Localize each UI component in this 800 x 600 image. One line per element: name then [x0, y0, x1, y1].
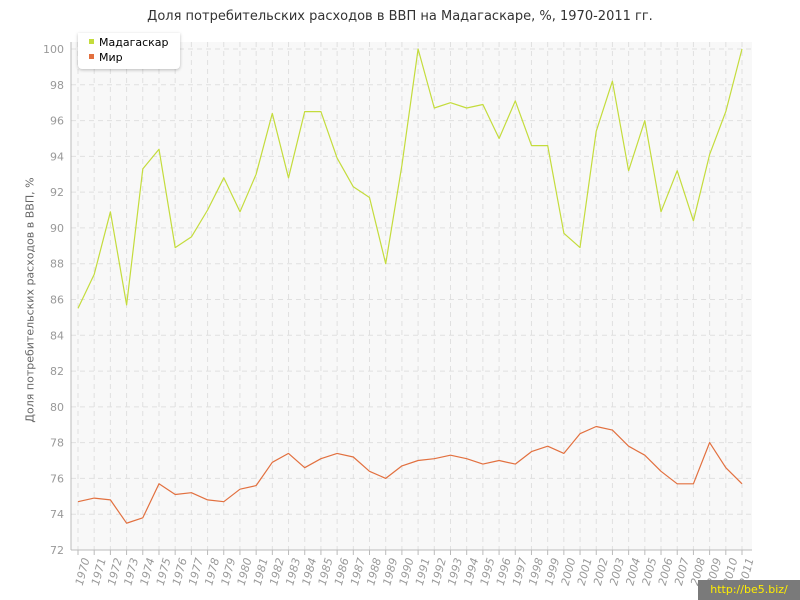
y-tick-label: 92: [50, 186, 64, 199]
legend-label-madagascar: Мадагаскар: [99, 36, 169, 49]
legend-item-madagascar[interactable]: Мадагаскар: [89, 36, 169, 50]
y-tick-label: 90: [50, 222, 64, 235]
y-tick-label: 88: [50, 258, 64, 271]
y-tick-label: 84: [50, 329, 64, 342]
y-tick-label: 72: [50, 544, 64, 557]
y-tick-label: 80: [50, 401, 64, 414]
legend-swatch-world: [89, 54, 94, 59]
legend-swatch-madagascar: [89, 39, 94, 44]
y-tick-label: 98: [50, 79, 64, 92]
y-tick-label: 82: [50, 365, 64, 378]
y-tick-label: 96: [50, 115, 64, 128]
series-line-madagascar: [77, 48, 743, 309]
y-tick-label: 100: [43, 43, 64, 56]
chart-legend: Мадагаскар Мир: [78, 33, 180, 69]
y-tick-label: 86: [50, 294, 64, 307]
legend-label-world: Мир: [99, 51, 123, 64]
plot-area: [71, 42, 752, 550]
series-line-world: [77, 425, 743, 524]
legend-item-world[interactable]: Мир: [89, 51, 123, 65]
y-tick-label: 76: [50, 472, 64, 485]
y-tick-label: 74: [50, 508, 64, 521]
chart-title: Доля потребительских расходов в ВВП на М…: [147, 9, 653, 24]
watermark-link[interactable]: http://be5.biz/: [698, 580, 800, 600]
y-tick-label: 94: [50, 150, 64, 163]
y-tick-label: 78: [50, 437, 64, 450]
